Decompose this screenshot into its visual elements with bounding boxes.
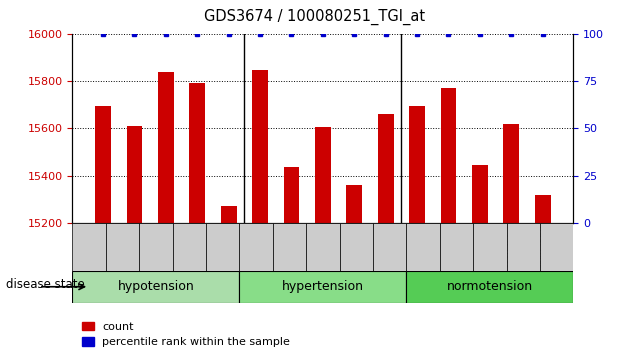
Bar (340, 223, 373, 271)
Bar (239, 223, 273, 271)
Text: hypertension: hypertension (282, 280, 364, 293)
Bar (252, 70, 268, 223)
Bar (95, 106, 111, 223)
Bar (158, 72, 174, 223)
Bar (540, 223, 573, 271)
Bar (315, 127, 331, 223)
Bar (440, 88, 456, 223)
Bar (239, 271, 406, 303)
Bar (221, 206, 236, 223)
Bar (173, 223, 206, 271)
Text: normotension: normotension (447, 280, 533, 293)
Bar (507, 223, 540, 271)
Bar (284, 167, 299, 223)
Legend: count, percentile rank within the sample: count, percentile rank within the sample (78, 317, 295, 352)
Bar (406, 271, 573, 303)
Bar (440, 223, 473, 271)
Bar (206, 223, 239, 271)
Bar (473, 223, 507, 271)
Bar (273, 223, 306, 271)
Bar (106, 223, 139, 271)
Bar (472, 165, 488, 223)
Bar (373, 223, 406, 271)
Bar (406, 223, 440, 271)
Bar (503, 124, 519, 223)
Text: hypotension: hypotension (118, 280, 194, 293)
Text: disease state: disease state (6, 279, 85, 291)
Bar (139, 223, 173, 271)
Text: GDS3674 / 100080251_TGI_at: GDS3674 / 100080251_TGI_at (205, 9, 425, 25)
Bar (410, 106, 425, 223)
Bar (72, 223, 106, 271)
Bar (127, 126, 142, 223)
Bar (190, 83, 205, 223)
Bar (535, 195, 551, 223)
Bar (378, 114, 394, 223)
Bar (306, 223, 340, 271)
Bar (72, 271, 239, 303)
Bar (346, 185, 362, 223)
